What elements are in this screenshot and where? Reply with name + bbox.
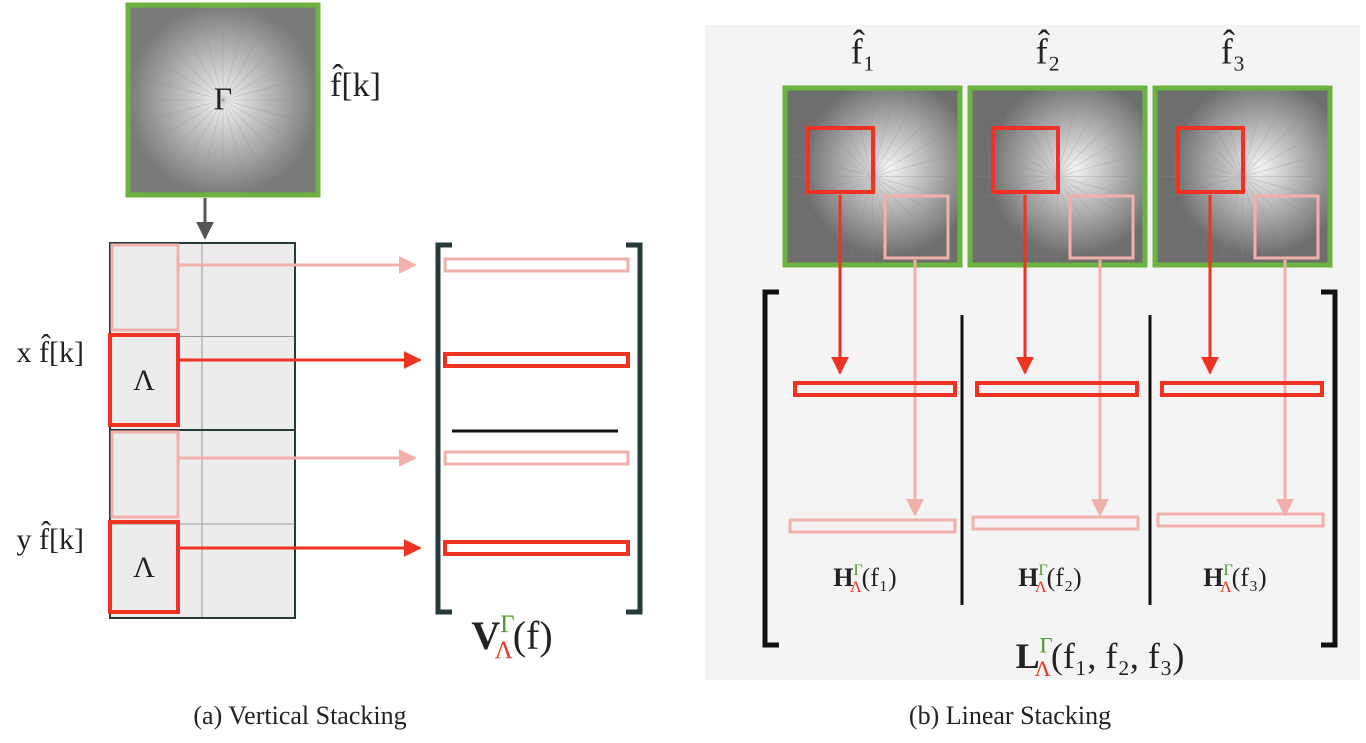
math-arg: (f₁) [862, 563, 897, 592]
bracket [626, 245, 640, 612]
derivative-label: x f̂[k] [17, 334, 84, 369]
input-label: f̂[k] [330, 63, 381, 103]
body: Γf̂[k] Λx f̂[k] Λy f̂[k] VΓΛ(f) (a) Vertical… [0, 0, 1366, 743]
figure: Γf̂[k] Λx f̂[k] Λy f̂[k] VΓΛ(f) (a) Vertical… [0, 0, 1366, 743]
stacked-row-faded [445, 259, 628, 271]
input-label: f̂₂ [1036, 28, 1061, 71]
math-sub: Λ [495, 637, 513, 664]
math-sub: Λ [1035, 656, 1051, 681]
bracket [438, 245, 452, 612]
gamma-symbol: Γ [214, 80, 233, 116]
math-arg: (f₁, f₂, f₃) [1051, 636, 1185, 676]
math-arg: (f) [513, 613, 553, 658]
derivative-label: y f̂[k] [17, 521, 84, 556]
caption: (a) Vertical Stacking [193, 701, 406, 730]
math-arg: (f₃) [1232, 563, 1267, 592]
math-sub: Λ [850, 579, 862, 596]
page: {"panel_a": {"caption": "(a) Vertical St… [0, 0, 1366, 743]
stacked-row [445, 542, 628, 554]
region-label: Λ [133, 551, 155, 584]
region-label: Λ [133, 364, 155, 397]
stacked-row-faded [445, 452, 628, 464]
stacked-row [445, 354, 628, 366]
caption: (b) Linear Stacking [909, 701, 1111, 730]
input-label: f̂₃ [1221, 28, 1246, 71]
input-label: f̂₁ [851, 28, 876, 71]
math-arg: (f₂) [1047, 563, 1082, 592]
math-sub: Λ [1035, 579, 1047, 596]
math-sub: Λ [1220, 579, 1232, 596]
